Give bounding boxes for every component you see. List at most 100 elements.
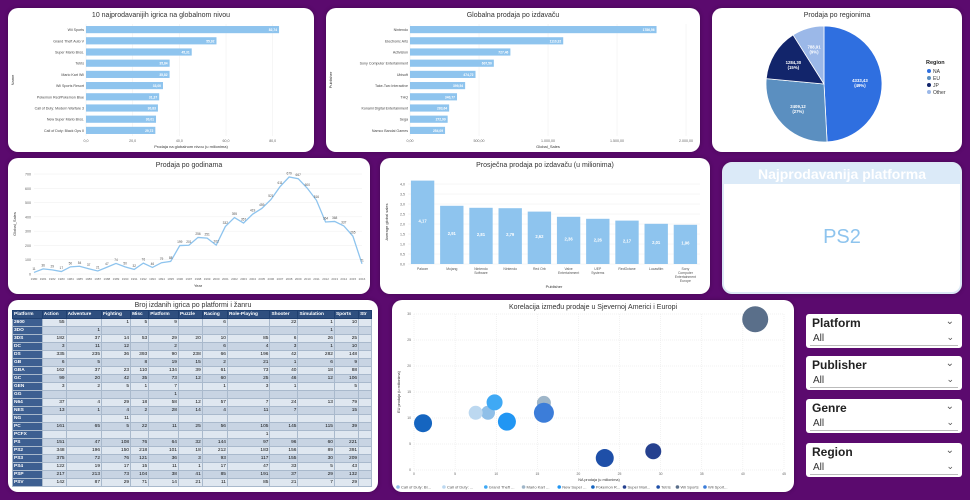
slicer-publisher-dropdown[interactable]: All ⌄ xyxy=(810,373,958,388)
slicer-publisher[interactable]: Publisher ⌄ All ⌄ xyxy=(806,356,962,390)
chevron-down-icon[interactable]: ⌄ xyxy=(946,374,954,384)
table-cell xyxy=(130,326,150,335)
chevron-down-icon[interactable]: ⌄ xyxy=(946,417,954,427)
x-tick-label: 2008 xyxy=(286,277,293,281)
data-label: 2,36 xyxy=(565,236,574,241)
slicer-region-dropdown[interactable]: All ⌄ xyxy=(810,460,958,475)
bar xyxy=(410,26,657,34)
legend-marker xyxy=(521,485,526,489)
data-label: 71 xyxy=(360,258,364,262)
column-header[interactable]: Action xyxy=(41,310,67,319)
x-tick-label: 40 xyxy=(741,472,745,476)
column-header[interactable]: Platform xyxy=(12,310,43,319)
column-header[interactable]: Role-Playing xyxy=(226,310,271,319)
data-label: 37 xyxy=(87,263,91,267)
data-label: 272,99 xyxy=(436,118,446,122)
chevron-down-icon[interactable]: ⌄ xyxy=(946,332,954,342)
data-label: 11 xyxy=(32,267,36,271)
column-header[interactable]: Shooter xyxy=(269,310,299,319)
table-cell: 87 xyxy=(65,478,103,487)
category-label: Software xyxy=(474,271,487,275)
chevron-down-icon[interactable]: ⌄ xyxy=(945,401,954,412)
years-chart: 0 100 200 300 400 500 600 700 11 1980 36 1981 29 1982… xyxy=(12,172,366,289)
table-cell: 1 xyxy=(177,462,203,471)
table-cell: 5 xyxy=(333,382,360,391)
slicer-genre-title: Genre xyxy=(812,401,847,415)
kpi-title: Najprodavanija platforma xyxy=(724,164,960,184)
table-cell xyxy=(358,374,372,383)
column-header[interactable]: Racing xyxy=(201,310,228,319)
column-header[interactable]: Adventure xyxy=(65,310,103,319)
chevron-down-icon[interactable]: ⌄ xyxy=(945,316,954,327)
column-header[interactable]: Platform xyxy=(148,310,179,319)
data-label: 1110,32 xyxy=(550,39,562,43)
x-tick-label: 25 xyxy=(618,472,622,476)
x-tick-label: 20,0 xyxy=(129,139,136,143)
table-cell: 60 xyxy=(201,374,228,383)
table-cell xyxy=(41,430,67,439)
slicer-platform[interactable]: Platform ⌄ All ⌄ xyxy=(806,314,962,348)
data-label: 2,01 xyxy=(652,240,661,245)
table-row: 3DO 1 1 xyxy=(12,326,372,335)
column-header[interactable]: Puzzle xyxy=(177,310,203,319)
data-label: 202 xyxy=(214,240,220,244)
column-header[interactable]: Misc xyxy=(130,310,150,319)
x-tick-label: 1980 xyxy=(31,277,38,281)
slicer-region[interactable]: Region ⌄ All ⌄ xyxy=(806,443,962,477)
table-cell: 5 xyxy=(100,382,132,391)
data-label: 265 xyxy=(350,231,356,235)
x-tick-label: 1986 xyxy=(85,277,92,281)
chevron-down-icon[interactable]: ⌄ xyxy=(945,358,954,369)
column-header[interactable]: Simulation xyxy=(297,310,335,319)
data-label: 607,50 xyxy=(482,62,492,66)
column-header[interactable]: Str xyxy=(358,310,372,319)
table-cell xyxy=(358,454,372,463)
column-header[interactable]: Fighting xyxy=(100,310,132,319)
table-cell: 1 xyxy=(297,318,335,327)
table-cell: 235 xyxy=(65,350,103,359)
legend-marker xyxy=(927,90,931,94)
table-cell: 13 xyxy=(297,398,335,407)
table-cell: 37 xyxy=(41,398,67,407)
table-cell: 3 xyxy=(269,342,299,351)
table-cell: 1 xyxy=(148,390,179,399)
series-line xyxy=(33,176,363,274)
category-label: Systems xyxy=(591,271,604,275)
chevron-down-icon[interactable]: ⌄ xyxy=(945,445,954,456)
category-label: Nintendo xyxy=(474,267,488,271)
table-cell: 4 xyxy=(226,342,271,351)
data-label: 1,96 xyxy=(681,240,690,245)
table-cell xyxy=(65,390,103,399)
category-label: Sony Computer Entertainment xyxy=(360,62,408,66)
y-tick-label: 400 xyxy=(25,215,31,219)
table-cell: 72 xyxy=(65,454,103,463)
column-header[interactable]: Sports xyxy=(333,310,360,319)
region-title: Prodaja po regionima xyxy=(803,12,871,19)
slicer-platform-dropdown[interactable]: All ⌄ xyxy=(810,331,958,346)
table-cell: 6 xyxy=(201,318,228,327)
scatter-card: Korelacija između prodaje u Sjevernoj Am… xyxy=(392,300,794,492)
table-cell: 17 xyxy=(100,462,132,471)
chevron-down-icon[interactable]: ⌄ xyxy=(946,461,954,471)
table-cell: 11 xyxy=(148,422,179,431)
data-label: 2,17 xyxy=(623,238,632,243)
table-cell: 66 xyxy=(201,350,228,359)
x-tick-label: 2006 xyxy=(268,277,275,281)
data-label: 35,84 xyxy=(159,62,167,66)
table-cell xyxy=(269,430,299,439)
table-cell: 1 xyxy=(297,326,335,335)
category-label: THQ xyxy=(400,95,408,99)
table-cell: 134 xyxy=(148,366,179,375)
table-cell: 3 xyxy=(41,382,67,391)
slice-value-label: 1284,30 xyxy=(786,60,802,65)
table-cell: 38 xyxy=(148,470,179,479)
table-cell xyxy=(358,406,372,415)
table-cell: 43 xyxy=(333,462,360,471)
table-cell: 196 xyxy=(226,350,271,359)
table-cell: 21 xyxy=(226,358,271,367)
slicer-genre-dropdown[interactable]: All ⌄ xyxy=(810,416,958,431)
bar xyxy=(410,70,476,78)
table-row: 2600 55 1 5 9 6 22 1 10 xyxy=(12,318,372,327)
row-header: N64 xyxy=(12,398,43,407)
slicer-genre[interactable]: Genre ⌄ All ⌄ xyxy=(806,399,962,433)
